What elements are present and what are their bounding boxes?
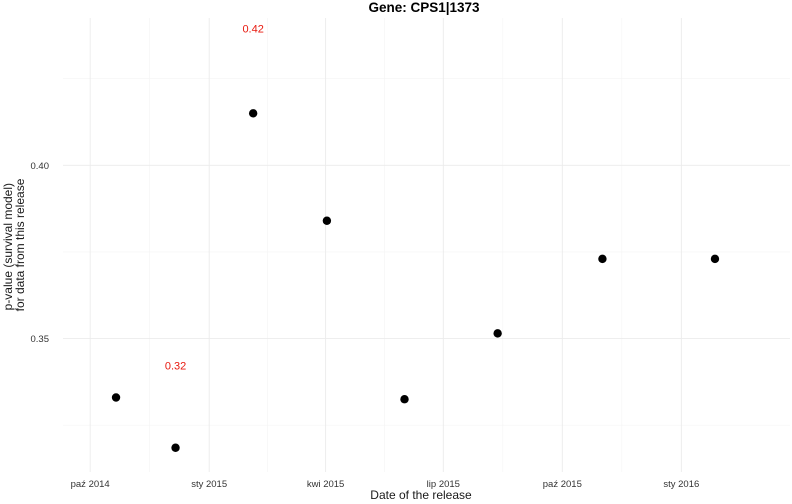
data-points [111,109,720,452]
data-point [248,109,258,118]
data-point [322,216,332,225]
x-tick-label: kwi 2015 [307,479,345,490]
y-axis-title-line-1: p-value (survival model) [1,183,15,310]
data-point [171,443,180,452]
data-point [111,393,121,402]
data-point [710,254,720,264]
x-tick-label: sty 2015 [191,479,227,490]
chart-title: Gene: CPS1|1373 [368,0,480,15]
annotations: 0.42 0.32 [165,23,264,372]
data-point [598,254,607,264]
grid [63,18,790,472]
y-tick-label: 0.35 [31,334,50,345]
y-axis-title: p-value (survival model) for data from t… [1,178,27,311]
x-axis-ticks: paź 2014 sty 2015 kwi 2015 lip 2015 paź 2015… [71,479,700,490]
y-tick-label: 0.40 [31,161,50,172]
x-axis-title: Date of the release [370,488,472,502]
y-axis-title-line-2: for data from this release [13,178,27,311]
x-tick-label: sty 2016 [663,479,699,490]
annotation-label: 0.42 [242,23,263,35]
x-tick-label: paź 2014 [71,479,110,490]
x-tick-label: paź 2015 [543,479,582,490]
data-point [400,395,409,404]
data-point [493,329,502,338]
y-axis-ticks: 0.35 0.40 [31,161,50,345]
annotation-label: 0.32 [165,360,186,372]
x-tick-label: lip 2015 [427,479,460,490]
